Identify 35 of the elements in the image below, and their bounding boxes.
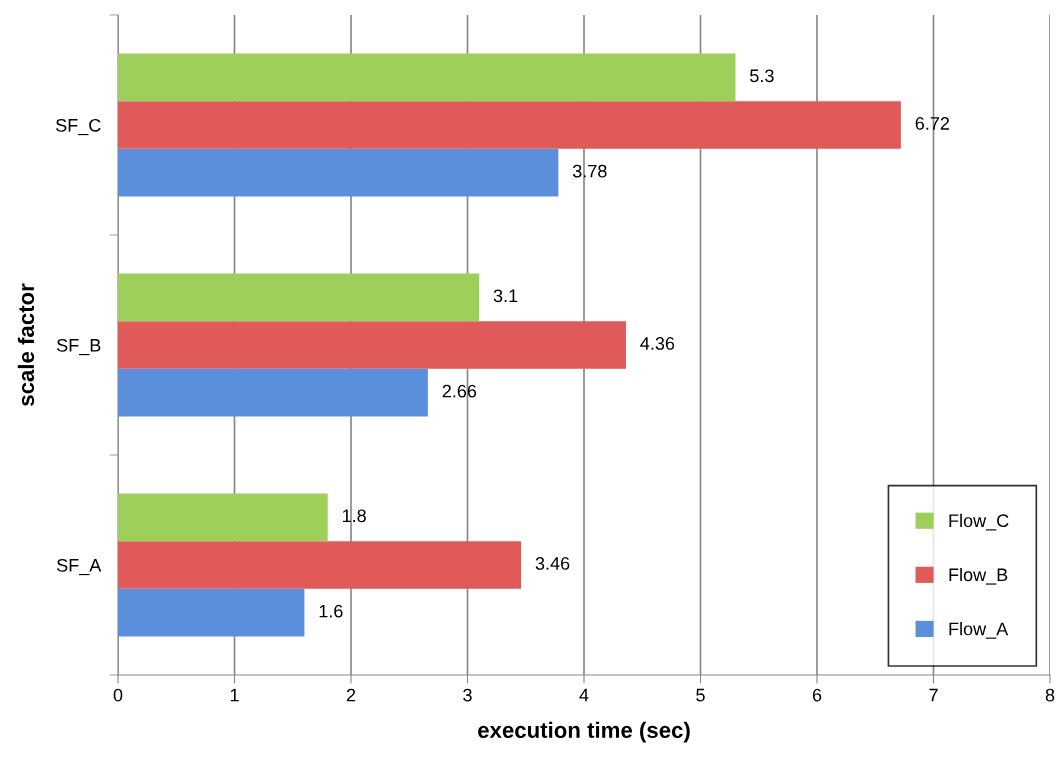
data-label: 3.78 — [572, 164, 607, 178]
x-tick-label: 7 — [929, 688, 938, 702]
data-label: 1.8 — [342, 509, 366, 523]
bar — [118, 368, 428, 417]
data-label: 6.72 — [915, 117, 949, 130]
data-label: 5.3 — [750, 69, 774, 83]
bar — [118, 541, 522, 589]
y-tick-label: SF_A — [57, 558, 102, 576]
y-tick-label: SF_C — [56, 118, 101, 136]
legend-label: Flow_A — [949, 622, 1009, 639]
data-label: 1.6 — [319, 604, 343, 618]
y-axis-title: scale factor — [17, 283, 35, 406]
x-tick-label: 5 — [696, 688, 705, 702]
x-tick-label: 6 — [812, 688, 822, 702]
data-label: 3.46 — [535, 557, 570, 570]
data-label: 4.36 — [640, 337, 675, 350]
x-tick-label: 4 — [579, 688, 589, 702]
bar — [118, 148, 559, 197]
bar — [118, 101, 901, 149]
x-tick-label: 8 — [1045, 688, 1055, 702]
bar — [118, 493, 328, 542]
x-tick-label: 3 — [463, 688, 472, 702]
legend-label: Flow_C — [949, 513, 1009, 531]
x-tick-label: 0 — [113, 688, 123, 702]
bar — [118, 273, 480, 322]
y-tick-label: SF_B — [57, 338, 101, 356]
x-tick-label: 2 — [346, 688, 356, 702]
bar — [118, 588, 305, 637]
bar — [118, 321, 626, 369]
data-label: 3.1 — [493, 289, 518, 303]
data-label: 2.66 — [442, 384, 477, 398]
legend-label: Flow_B — [949, 567, 1008, 585]
x-axis-title: execution time (sec) — [478, 721, 690, 743]
bar — [118, 53, 736, 102]
x-tick-label: 1 — [230, 688, 239, 702]
